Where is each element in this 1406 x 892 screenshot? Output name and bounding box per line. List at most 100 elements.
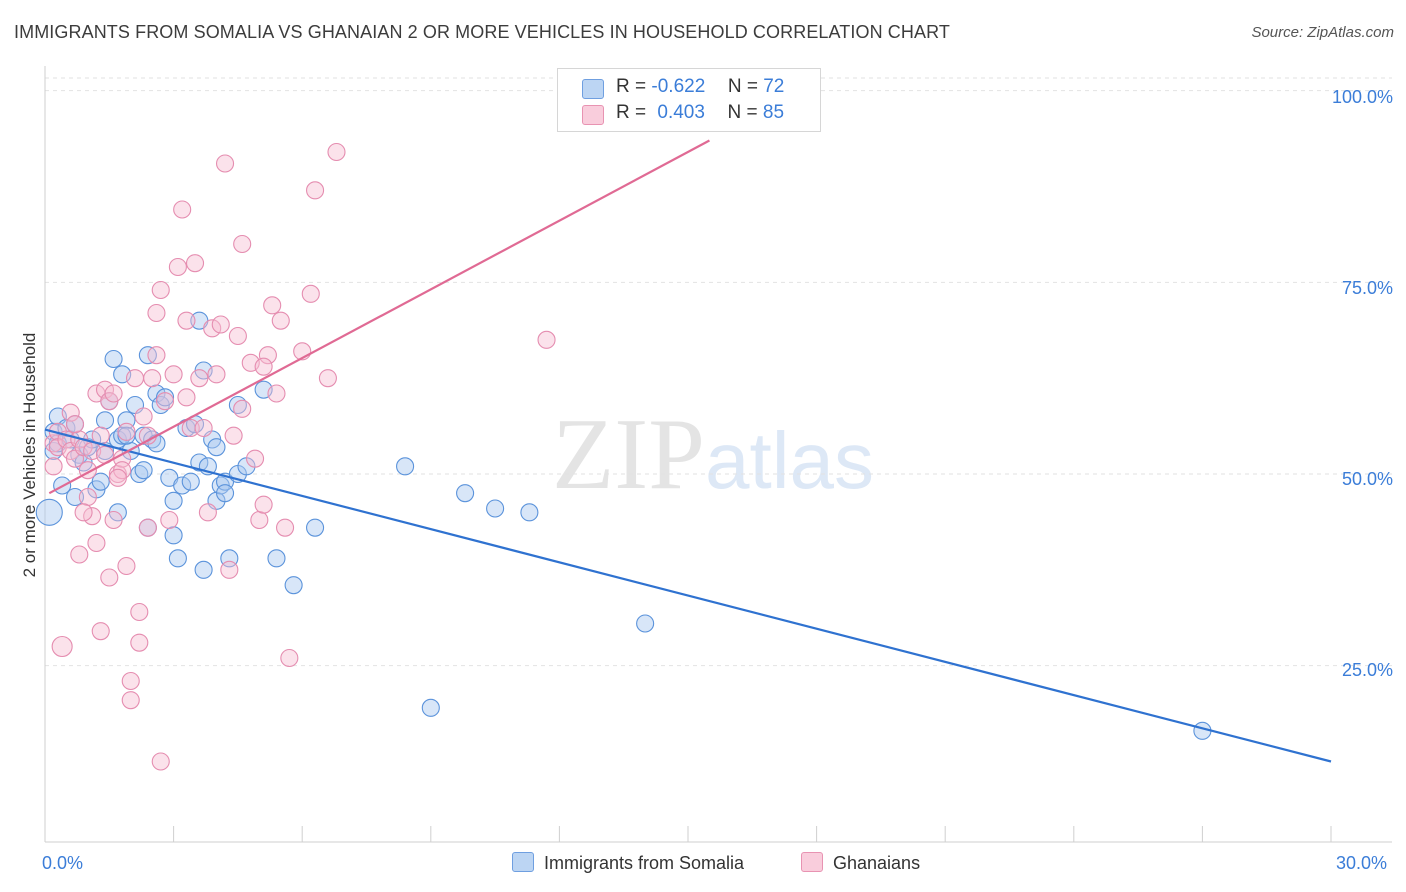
somalia-point: [155, 388, 175, 407]
legend-n-label: N =: [727, 76, 758, 97]
ghanaian-point: [233, 234, 252, 254]
y-axis-label: 2 or more Vehicles in Household: [20, 332, 39, 578]
somalia-point: [35, 498, 63, 526]
somalia-point: [267, 549, 286, 568]
ghanaian-point: [185, 254, 205, 273]
ghanaian-point: [168, 257, 187, 277]
ghanaian-point: [147, 346, 166, 365]
somalia-point: [134, 461, 153, 480]
ghanaian-point: [87, 533, 106, 553]
y-tick-label-50: 50.0%: [1341, 469, 1393, 489]
y-tick-label-75: 75.0%: [1341, 278, 1393, 298]
ghanaian-point: [121, 691, 140, 710]
bottom-legend-ghanaians: Ghanaians: [801, 852, 920, 874]
y-tick-label-25: 25.0%: [1341, 660, 1393, 680]
ghanaian-point: [104, 384, 123, 403]
somalia-point: [456, 484, 475, 503]
somalia-point: [486, 499, 505, 518]
ghanaian-point: [177, 388, 196, 407]
ghanaian-point: [91, 622, 110, 641]
somalia-point: [396, 457, 415, 476]
chart-title: IMMIGRANTS FROM SOMALIA VS GHANAIAN 2 OR…: [14, 22, 950, 42]
ghanaian-point: [207, 365, 226, 384]
ghanaian-point: [100, 568, 119, 587]
legend-n-value: 72: [763, 76, 785, 97]
legend-n-value: 85: [762, 102, 785, 123]
ghanaian-point: [233, 399, 252, 418]
ghanaian-point: [125, 369, 145, 388]
x-tick-label-max: 30.0%: [1336, 853, 1388, 873]
ghanaian-point: [147, 303, 166, 323]
somalia-point: [117, 426, 136, 445]
ghanaian-point: [83, 507, 102, 526]
somalia-point: [194, 560, 213, 579]
ghanaian-point: [177, 311, 196, 330]
bottom-legend-swatch-pink: [801, 852, 823, 872]
ghanaian-point: [280, 648, 299, 668]
bottom-legend-label: Ghanaians: [833, 853, 921, 873]
ghanaian-point: [155, 392, 175, 411]
somalia-point: [207, 438, 226, 457]
somalia-point: [164, 526, 183, 545]
bottom-legend-somalia: Immigrants from Somalia: [512, 852, 744, 874]
ghanaian-point: [70, 545, 89, 564]
ghanaian-point: [117, 556, 136, 576]
x-tick-label-min: 0.0%: [42, 853, 84, 873]
ghanaian-point: [173, 200, 192, 219]
ghanaian-point: [151, 752, 170, 771]
ghanaian-point: [327, 142, 346, 162]
somalia-point: [104, 349, 123, 369]
somalia-point: [91, 472, 110, 491]
ghanaian-point: [250, 510, 269, 530]
y-tick-label-100: 100.0%: [1331, 87, 1393, 107]
somalia-point: [164, 491, 183, 510]
legend-r-value: 0.403: [657, 102, 705, 123]
somalia-point: [95, 411, 115, 430]
ghanaian-point: [181, 418, 200, 438]
somalia-trend-line: [44, 428, 1332, 763]
ghanaian-point: [211, 315, 230, 334]
ghanaian-point: [220, 560, 239, 579]
bottom-legend-swatch-blue: [512, 852, 534, 872]
ghanaian-point: [134, 407, 153, 426]
ghanaian-point: [130, 633, 149, 652]
legend-r-label: R =: [616, 76, 647, 97]
legend-swatch-blue: [582, 79, 604, 99]
somalia-point: [65, 487, 85, 507]
ghanaian-point: [78, 487, 97, 507]
ghanaian-point: [65, 415, 85, 434]
legend-r-label: R =: [616, 102, 647, 123]
watermark-atlas: atlas: [705, 416, 874, 505]
legend-swatch-pink: [582, 105, 604, 125]
somalia-point: [190, 453, 209, 472]
ghanaian-point: [194, 418, 213, 438]
somalia-point: [421, 698, 440, 717]
watermark: ZIPatlas: [552, 395, 874, 513]
somalia-point: [215, 484, 235, 503]
ghanaian-point: [258, 346, 277, 365]
ghanaian-point: [121, 671, 140, 691]
ghanaian-point: [151, 280, 170, 300]
ghanaian-point: [267, 384, 286, 403]
ghanaian-point: [143, 369, 162, 388]
ghanaian-point: [254, 357, 273, 376]
ghanaian-point: [160, 510, 179, 530]
somalia-point: [168, 549, 187, 568]
somalia-point: [306, 518, 325, 537]
ghanaian-point: [263, 296, 282, 315]
ghanaian-point: [74, 503, 93, 522]
watermark-zip: ZIP: [552, 398, 705, 511]
ghanaian-point: [44, 457, 63, 476]
legend-r-value: -0.622: [651, 76, 706, 97]
ghanaian-trend-line: [48, 139, 710, 495]
ghanaian-point: [245, 449, 265, 468]
ghanaian-point: [228, 326, 247, 346]
ghanaian-point: [318, 369, 337, 388]
somalia-point: [181, 472, 200, 491]
ghanaian-point: [271, 311, 290, 330]
ghanaian-point: [117, 422, 136, 441]
bottom-legend-label: Immigrants from Somalia: [544, 853, 745, 873]
ghanaian-point: [203, 319, 222, 338]
legend-n-label: N =: [727, 102, 758, 123]
